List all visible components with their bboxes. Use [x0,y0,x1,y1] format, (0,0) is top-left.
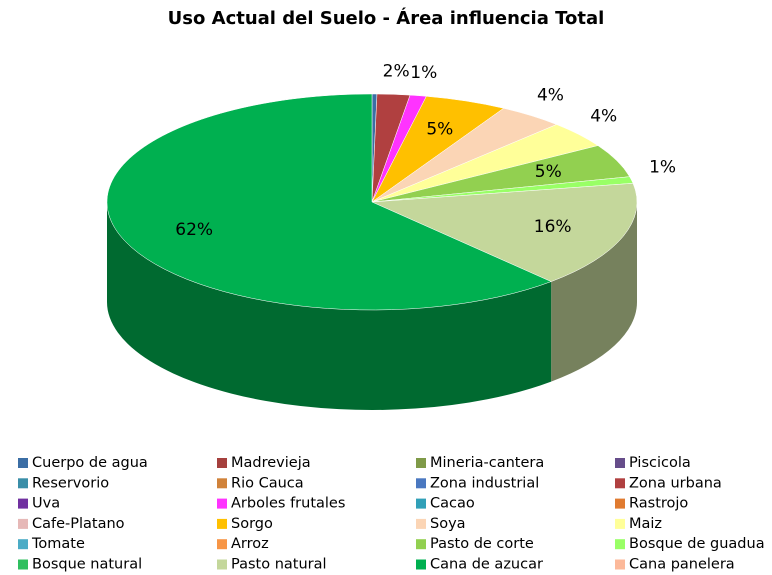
data-label: 62% [175,220,213,240]
legend-swatch [416,478,426,489]
legend-swatch [615,478,625,489]
legend-label: Soya [430,516,466,532]
legend-swatch [217,559,227,570]
legend-swatch [217,498,227,509]
legend-label: Madrevieja [231,455,311,471]
legend-swatch [416,539,426,550]
legend-label: Tomate [31,536,85,552]
legend-swatch [18,458,28,468]
legend-label: Zona urbana [629,475,722,491]
legend-label: Cacao [430,496,475,512]
legend-swatch [416,498,426,509]
legend-swatch [18,498,28,509]
legend-swatch [217,539,227,550]
legend-swatch [615,559,625,570]
legend-label: Mineria-cantera [430,455,544,471]
legend-swatch [416,458,426,468]
legend-label: Cafe-Platano [32,516,125,532]
legend-label: Rastrojo [629,496,688,512]
legend-swatch [416,559,426,570]
legend-swatch [615,539,625,550]
legend-label: Uva [32,496,60,512]
slice-side [107,202,552,410]
legend-label: Pasto de corte [430,536,534,552]
data-label: 5% [426,119,453,139]
legend-swatch [217,518,227,529]
data-label: 5% [535,162,562,182]
legend-label: Cana de azucar [430,557,543,573]
legend-label: Zona industrial [430,475,539,491]
legend-swatch [217,478,227,489]
slice-side [551,202,637,382]
legend-swatch [18,518,28,529]
legend-label: Cuerpo de agua [32,455,148,471]
legend-swatch [615,458,625,468]
data-label: 2% [383,61,410,81]
slice [106,93,552,311]
legend-label: Bosque natural [32,557,142,573]
chart-title: Uso Actual del Suelo - Área influencia T… [168,7,605,29]
data-label: 1% [649,157,676,177]
data-label: 16% [534,217,572,237]
legend-swatch [615,518,625,529]
legend-swatch [18,559,28,570]
legend-label: Arboles frutales [231,496,345,512]
data-label: 1% [410,63,437,83]
legend-label: Reservorio [32,475,109,491]
legend-swatch [18,539,28,550]
legend-label: Cana panelera [629,557,735,573]
data-label: 4% [590,106,617,126]
legend-swatch [615,498,625,509]
legend-swatch [217,458,227,468]
legend-label: Bosque de guadua [629,536,765,552]
legend-swatch [416,518,426,529]
legend-label: Sorgo [231,516,273,532]
legend-label: Arroz [231,536,269,552]
legend-label: Rio Cauca [231,475,304,491]
legend-label: Maiz [629,516,662,532]
slice [371,183,638,282]
legend-label: Pasto natural [231,557,327,573]
data-label: 4% [537,85,564,105]
legend-label: Piscicola [629,455,691,471]
legend-swatch [18,478,28,489]
